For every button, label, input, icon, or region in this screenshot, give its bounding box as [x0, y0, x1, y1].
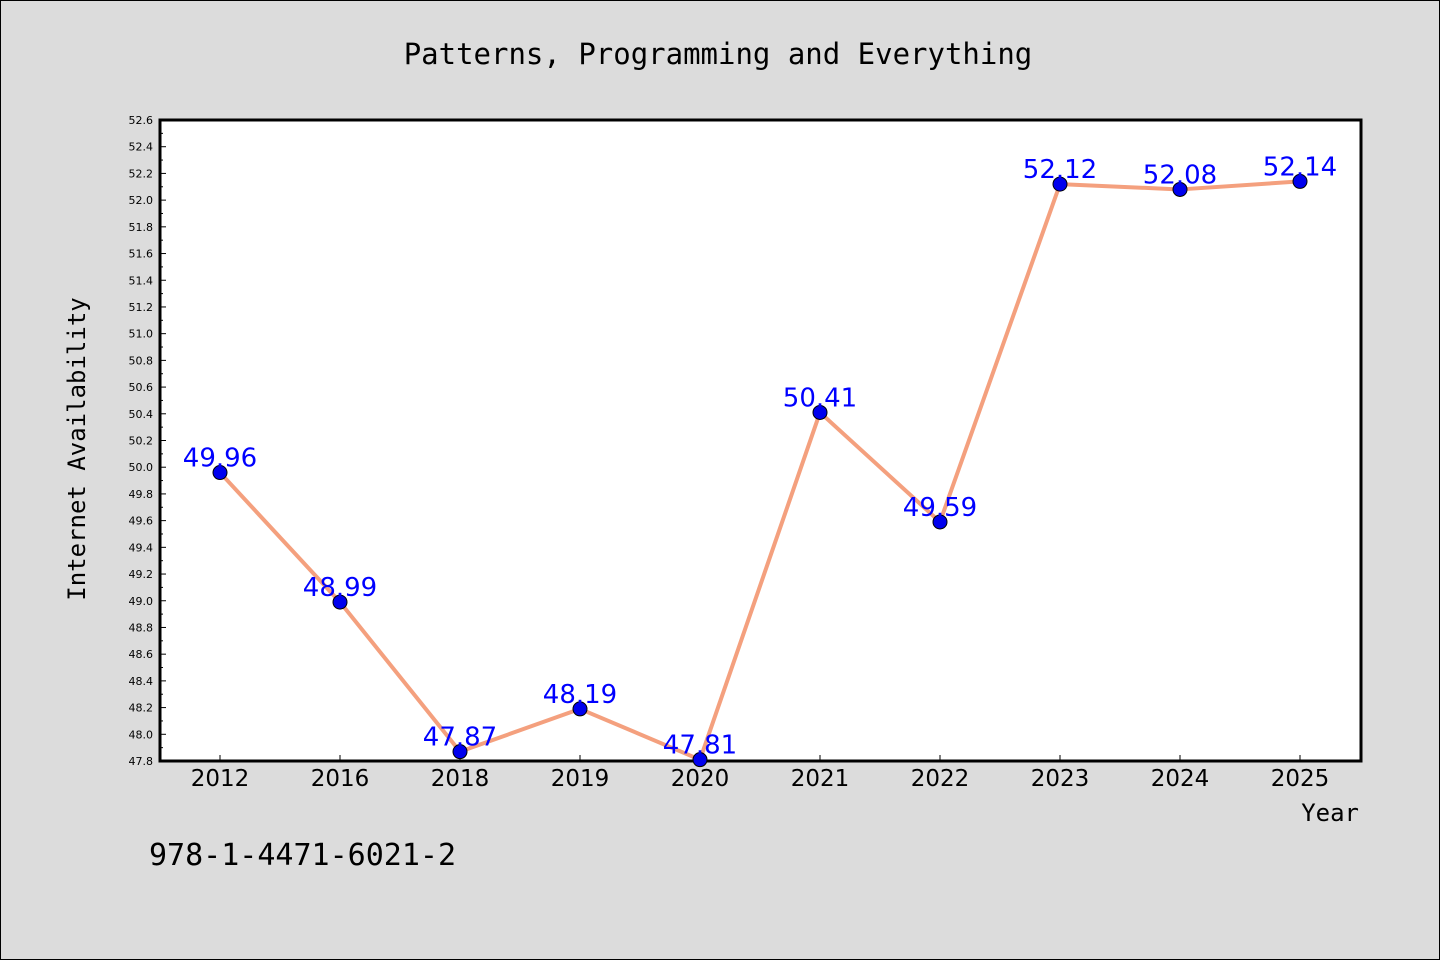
y-tick-label: 49.2 — [129, 568, 154, 581]
data-label-2023: 52.12 — [1023, 155, 1097, 185]
data-point-2018 — [452, 744, 468, 760]
y-tick-label: 51.0 — [129, 328, 154, 341]
data-point-2019 — [572, 701, 588, 717]
x-tick-label: 2025 — [1271, 766, 1330, 792]
data-label-2020: 47.81 — [663, 731, 737, 761]
y-tick-label: 52.6 — [129, 114, 154, 127]
y-tick-label: 49.0 — [129, 595, 154, 608]
y-tick-label: 48.2 — [129, 702, 154, 715]
x-tick-label: 2016 — [311, 766, 370, 792]
data-label-2019: 48.19 — [543, 680, 617, 710]
x-tick-label: 2023 — [1031, 766, 1090, 792]
y-tick-label: 51.6 — [129, 248, 154, 261]
series-line — [218, 179, 1301, 762]
y-tick-label: 48.8 — [129, 621, 154, 634]
x-tick-label: 2021 — [791, 766, 850, 792]
series-line-path — [218, 179, 1301, 762]
y-tick-label: 48.4 — [129, 675, 154, 688]
plot-area — [158, 118, 1363, 763]
y-tick-label: 50.0 — [129, 461, 154, 474]
x-axis: 2012 2016 2018 2019 2020 2021 2022 2023 2024 2025 — [191, 755, 1330, 792]
y-tick-label: 48.0 — [129, 728, 154, 741]
data-point-2023 — [1052, 176, 1068, 192]
x-tick-label: 2018 — [431, 766, 490, 792]
data-point-2012 — [212, 465, 228, 481]
y-tick-label: 48.6 — [129, 648, 154, 661]
footer-text: 978-1-4471-6021-2 — [149, 838, 456, 873]
y-tick-label: 52.2 — [129, 167, 154, 180]
y-tick-label: 51.4 — [129, 274, 154, 287]
data-labels: 49.96 48.99 47.87 48.19 47.81 50.41 49.59 52.12… — [183, 152, 1337, 760]
y-tick-label: 47.8 — [129, 755, 154, 768]
y-tick-label: 52.0 — [129, 194, 154, 207]
x-tick-label: 2024 — [1151, 766, 1210, 792]
chart-title: Patterns, Programming and Everything — [404, 37, 1033, 71]
x-axis-label: Year — [1301, 799, 1359, 827]
y-tick-label: 49.8 — [129, 488, 154, 501]
data-point-2020 — [692, 752, 708, 768]
data-label-2025: 52.14 — [1263, 152, 1337, 182]
x-tick-label: 2022 — [911, 766, 970, 792]
y-tick-label: 51.8 — [129, 221, 154, 234]
data-label-2016: 48.99 — [303, 573, 377, 603]
y-tick-label: 50.2 — [129, 435, 154, 448]
x-tick-label: 2012 — [191, 766, 250, 792]
x-tick-label: 2020 — [671, 766, 730, 792]
data-label-2022: 49.59 — [903, 493, 977, 523]
y-tick-label: 51.2 — [129, 301, 154, 314]
y-tick-label: 49.4 — [129, 541, 154, 554]
y-tick-label: 50.6 — [129, 381, 154, 394]
y-tick-label: 50.4 — [129, 408, 154, 421]
y-tick-label: 52.4 — [129, 141, 154, 154]
data-label-2012: 49.96 — [183, 444, 257, 474]
y-tick-label: 49.6 — [129, 515, 154, 528]
data-label-2021: 50.41 — [783, 383, 857, 413]
data-point-2016 — [332, 594, 348, 610]
y-axis-label: Internet Availability — [63, 297, 91, 600]
data-point-2024 — [1172, 181, 1188, 197]
y-axis: 47.8 48.0 48.2 48.4 48.6 48.8 49.0 49.2 49.4 49.6… — [129, 114, 166, 768]
series-markers — [212, 173, 1308, 768]
data-label-2018: 47.87 — [423, 723, 497, 753]
data-point-2022 — [932, 514, 948, 530]
y-tick-label: 50.8 — [129, 354, 154, 367]
x-tick-label: 2019 — [551, 766, 610, 792]
data-point-2021 — [812, 404, 828, 420]
data-label-2024: 52.08 — [1143, 160, 1217, 190]
data-point-2025 — [1292, 173, 1308, 189]
